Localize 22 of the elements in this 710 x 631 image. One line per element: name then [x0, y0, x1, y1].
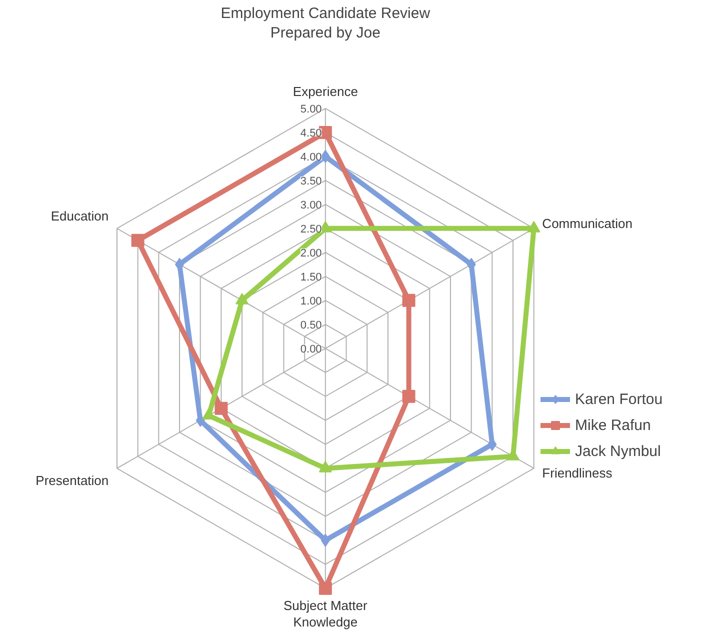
legend-label: Jack Nymbul — [575, 442, 661, 460]
spoke-label: Presentation — [36, 473, 109, 488]
y-tick-label: 3.00 — [300, 199, 322, 212]
y-tick-label: 1.00 — [300, 295, 322, 308]
y-tick-label: 3.50 — [300, 175, 322, 188]
y-tick-label: 1.50 — [300, 271, 322, 284]
spoke-label: Subject Matter Knowledge — [284, 598, 368, 630]
spoke-label: Education — [50, 208, 109, 224]
spoke-label: Communication — [542, 216, 633, 232]
y-tick-label: 4.50 — [300, 127, 322, 140]
y-tick-label: 2.00 — [300, 247, 322, 260]
y-tick-label: 4.00 — [300, 151, 322, 164]
y-tick-label: 0.00 — [300, 343, 322, 356]
spoke-label: Friendliness — [542, 466, 613, 481]
y-tick-label: 5.00 — [300, 103, 322, 116]
y-tick-label: 2.50 — [300, 223, 322, 236]
chart-subtitle: Prepared by Joe — [270, 24, 380, 42]
y-tick-label: 0.50 — [300, 319, 322, 332]
legend-label: Karen Fortou — [575, 390, 663, 408]
legend-label: Mike Rafun — [575, 416, 651, 434]
chart-title: Employment Candidate Review — [220, 5, 430, 22]
spoke-label: Experience — [292, 84, 358, 99]
